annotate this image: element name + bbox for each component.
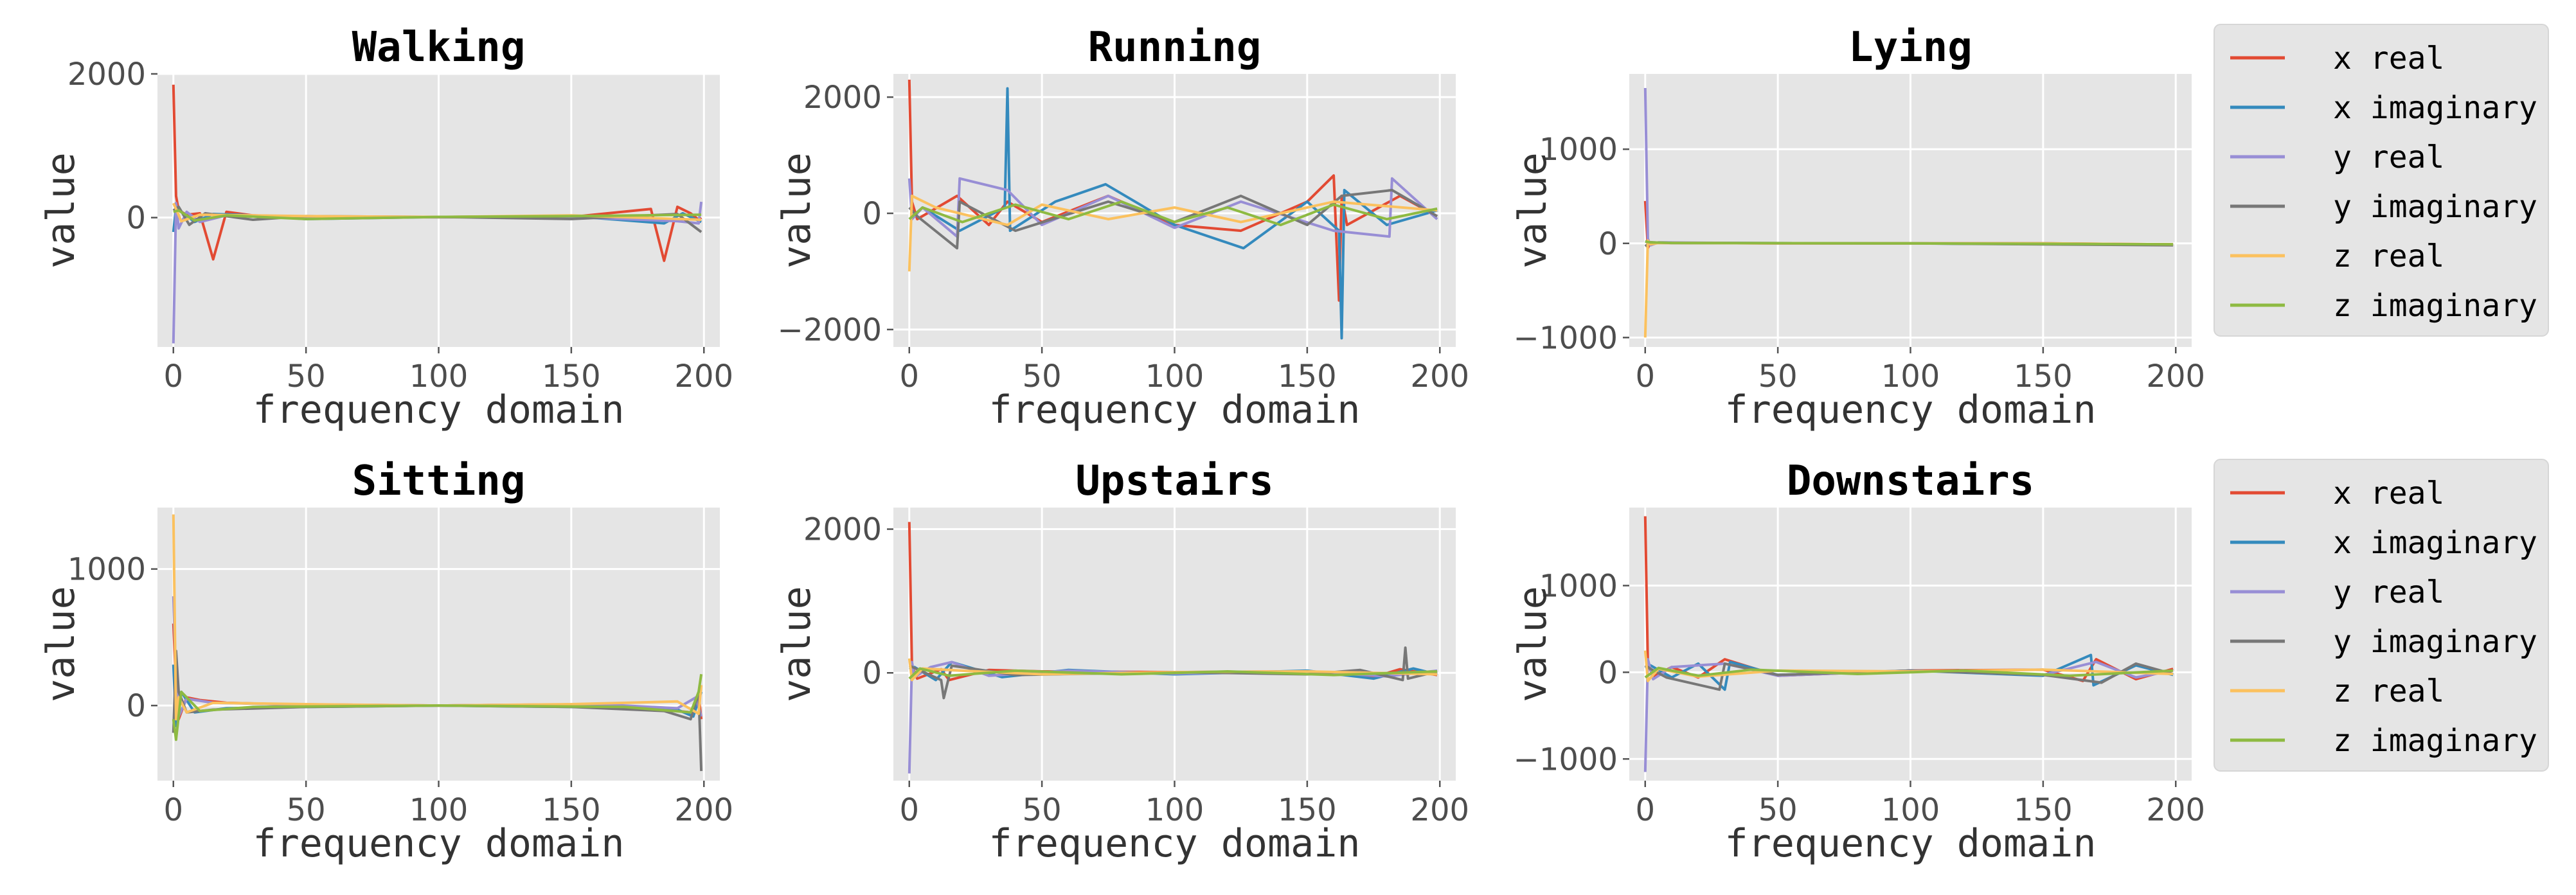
x-tick-label: 0 [1635, 792, 1655, 828]
y-tick-label: 2000 [67, 57, 146, 93]
y-tick-label: 0 [126, 200, 146, 236]
y-axis-label: value [1510, 152, 1555, 269]
subplot-title: Walking [352, 24, 526, 71]
x-tick-label: 150 [542, 792, 601, 828]
subplot-title: Downstairs [1787, 457, 2034, 505]
x-tick-label: 200 [1410, 359, 1469, 394]
y-axis-label: value [774, 152, 819, 269]
x-axis-label: frequency domain [989, 387, 1361, 432]
legend-label: x imaginary [2333, 90, 2537, 126]
y-tick-label: 1000 [1539, 568, 1618, 604]
y-tick-label: 0 [126, 688, 146, 724]
series-line-z-imaginary [1645, 240, 2174, 246]
x-tick-label: 50 [287, 359, 326, 394]
series-line-y-imaginary [1644, 662, 2174, 691]
x-axis-label: frequency domain [253, 387, 625, 432]
x-tick-label: 100 [409, 359, 469, 394]
y-tick-label: 0 [1598, 655, 1618, 691]
x-tick-label: 100 [1145, 792, 1204, 828]
series-line-z-real [908, 194, 1438, 272]
x-tick-label: 0 [163, 792, 183, 828]
legend-label: y imaginary [2333, 189, 2537, 225]
x-tick-label: 200 [674, 359, 733, 394]
x-tick-label: 200 [674, 792, 733, 828]
series-line-y-imaginary [908, 188, 1438, 250]
legend-2: x real x imaginary y real y imaginary z real… [2214, 459, 2549, 772]
x-tick-label: 150 [1278, 359, 1337, 394]
x-axis-label: frequency domain [1725, 387, 2097, 432]
x-tick-label: 0 [899, 359, 919, 394]
legend-label: y real [2333, 139, 2444, 175]
legend-1: x real x imaginary y real y imaginary z real… [2214, 24, 2549, 337]
subplot-running: 0 50 100 150 200 −2000 0 2000 Running frequency d… [774, 24, 1469, 432]
legend-label: x imaginary [2333, 525, 2537, 561]
x-tick-label: 150 [2014, 792, 2073, 828]
subplot-downstairs: 0 50 100 150 200 −1000 0 1000 Downstairs frequenc… [1510, 457, 2205, 866]
y-axis-label: value [39, 586, 84, 702]
series-line-z-imaginary [1644, 666, 2174, 679]
y-axis-label: value [39, 152, 84, 269]
legend-frame [2214, 459, 2549, 772]
subplot-title: Lying [1848, 24, 1972, 71]
y-tick-label: −1000 [1514, 741, 1618, 777]
subplot-title: Running [1088, 24, 1262, 71]
subplot-title: Upstairs [1075, 457, 1273, 505]
x-tick-label: 200 [2146, 359, 2205, 394]
series-line-z-real [172, 514, 703, 721]
y-tick-label: 2000 [803, 512, 882, 548]
x-axis-label: frequency domain [989, 821, 1361, 866]
x-axis-label: frequency domain [1725, 821, 2097, 866]
x-tick-label: 50 [1023, 359, 1062, 394]
legend-label: y imaginary [2333, 624, 2537, 660]
x-tick-label: 50 [1023, 792, 1062, 828]
y-tick-label: 1000 [1539, 132, 1618, 168]
legend-label: z imaginary [2333, 723, 2537, 759]
x-tick-label: 50 [1758, 359, 1798, 394]
subplot-sitting: 0 50 100 150 200 0 1000 Sitting frequency domain… [39, 457, 733, 866]
legend-frame [2214, 24, 2549, 337]
legend-label: z imaginary [2333, 288, 2537, 324]
legend-label: z real [2333, 238, 2444, 274]
x-tick-label: 150 [2014, 359, 2073, 394]
legend-label: z real [2333, 673, 2444, 709]
x-tick-label: 100 [1145, 359, 1204, 394]
x-tick-label: 0 [899, 792, 919, 828]
legend-label: x real [2333, 475, 2444, 511]
x-tick-label: 50 [1758, 792, 1798, 828]
x-tick-label: 50 [287, 792, 326, 828]
legend-label: x real [2333, 40, 2444, 76]
legend-label: y real [2333, 574, 2444, 610]
series-line-z-imaginary [908, 667, 1438, 680]
x-tick-label: 100 [1881, 359, 1940, 394]
y-axis-label: value [1510, 586, 1555, 702]
series-line-z-imaginary [173, 209, 702, 222]
series-line-z-imaginary [172, 674, 703, 741]
series-line-z-real [1643, 650, 2174, 682]
y-tick-label: 0 [862, 655, 882, 691]
x-tick-label: 100 [409, 792, 469, 828]
x-axis-label: frequency domain [253, 821, 625, 866]
y-tick-label: 2000 [803, 80, 882, 116]
y-tick-label: 1000 [67, 552, 146, 588]
x-tick-label: 150 [542, 359, 601, 394]
x-tick-label: 0 [163, 359, 183, 394]
series-line-z-imaginary [908, 200, 1438, 227]
y-tick-label: 0 [862, 196, 882, 232]
series-line-y-real [908, 177, 1438, 238]
x-tick-label: 0 [1635, 359, 1655, 394]
subplot-title: Sitting [352, 457, 526, 505]
y-tick-label: 0 [1598, 226, 1618, 262]
x-tick-label: 200 [1410, 792, 1469, 828]
subplot-lying: 0 50 100 150 200 −1000 0 1000 Lying frequency dom… [1510, 24, 2205, 432]
y-tick-label: −2000 [778, 312, 882, 348]
x-tick-label: 150 [1278, 792, 1337, 828]
y-axis-label: value [774, 586, 819, 702]
x-tick-label: 200 [2146, 792, 2205, 828]
y-tick-label: −1000 [1514, 320, 1618, 356]
x-tick-label: 100 [1881, 792, 1940, 828]
